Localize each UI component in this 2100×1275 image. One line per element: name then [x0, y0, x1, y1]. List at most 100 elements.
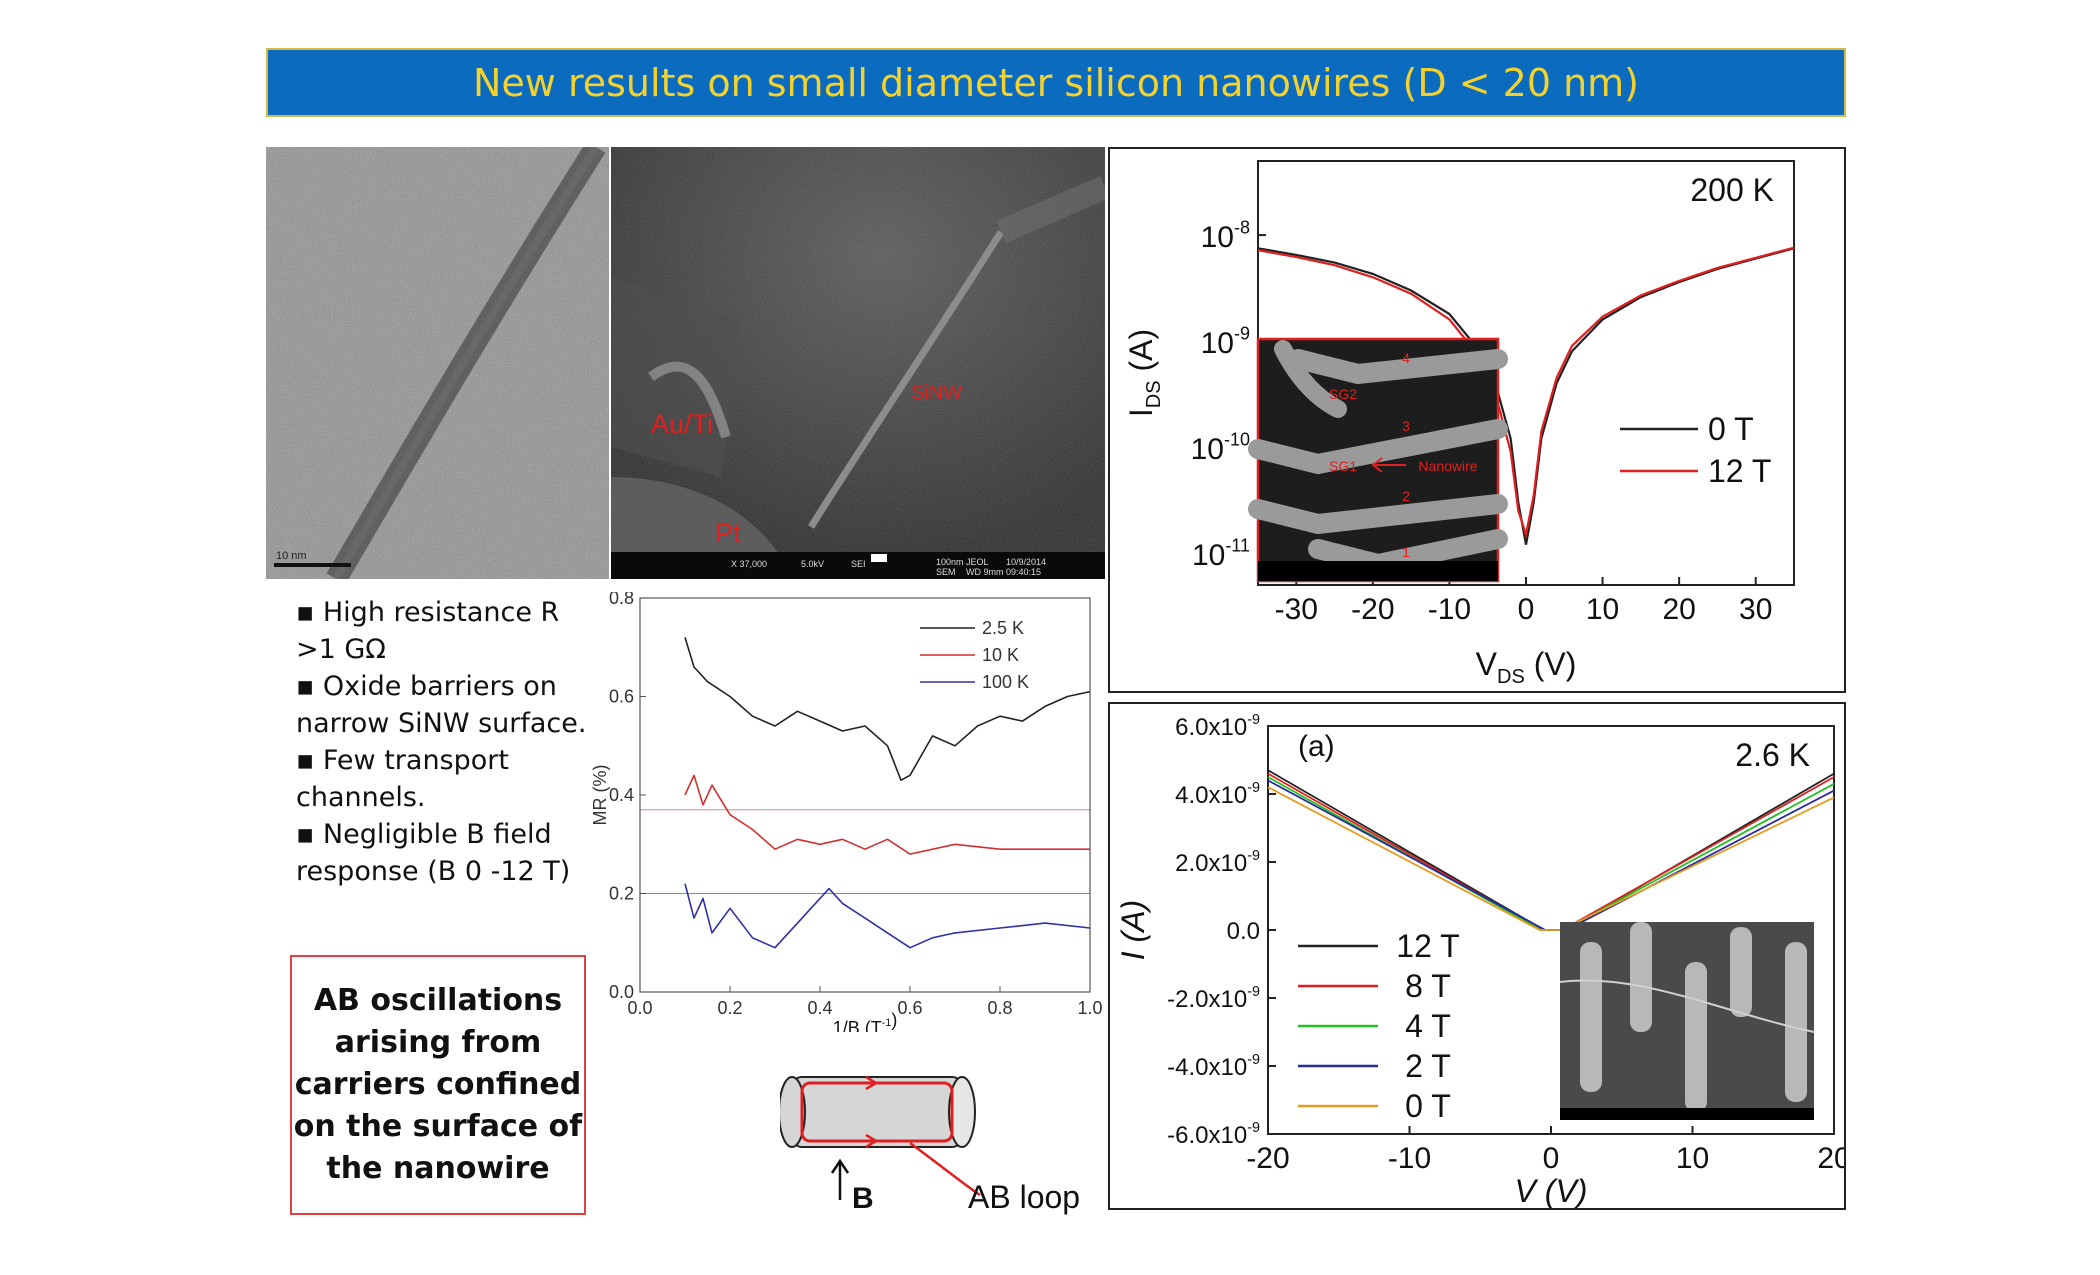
sem-info-field: 10/9/2014: [1006, 557, 1046, 567]
y-tick-label: 0.0: [1227, 918, 1260, 945]
sem-info-field: 100nm: [936, 557, 964, 567]
sem-image: X 37,000 5.0kV SEI 100nm JEOL 10/9/2014 SEM WD …: [611, 147, 1105, 579]
y-tick-label: 0.2: [609, 884, 634, 904]
ab-loop-svg: B AB loop: [778, 1075, 1080, 1215]
y-tick-label: 2.0x10-9: [1175, 848, 1260, 877]
x-tick-label: 10: [1676, 1142, 1709, 1175]
inset-label: SG1: [1329, 458, 1357, 474]
tem-image: 10 nm: [266, 147, 609, 579]
x-tick-label: 10: [1586, 593, 1619, 626]
slide-title: New results on small diameter silicon na…: [266, 48, 1846, 117]
series-line: [1267, 776, 1835, 931]
ab-loop-label: AB loop: [968, 1179, 1080, 1215]
electrode-shape: [1274, 340, 1347, 418]
series-line: [1267, 779, 1835, 931]
legend-label: 0 T: [1708, 411, 1754, 447]
y-tick-label: 10-11: [1192, 536, 1250, 573]
inset-label: SG2: [1329, 386, 1357, 402]
legend-label: 10 K: [982, 645, 1019, 665]
sem-info-field: SEM: [936, 567, 956, 577]
x-tick-label: 0.8: [987, 998, 1012, 1018]
ab-oscillation-box: AB oscillations arising from carriers co…: [290, 955, 586, 1215]
sinw-wire-shape: [808, 230, 1004, 529]
sem-info-field: X 37,000: [731, 559, 767, 569]
legend-label: 2.5 K: [982, 618, 1024, 638]
legend-label: 8 T: [1405, 968, 1451, 1004]
x-axis-label: VDS (V): [1476, 646, 1577, 688]
y-tick-label: 6.0x10-9: [1175, 712, 1260, 741]
y-tick-label: -2.0x10-9: [1167, 984, 1260, 1013]
legend-label: 12 T: [1708, 453, 1771, 489]
y-tick-label: 10-9: [1201, 324, 1250, 361]
panel-label: (a): [1298, 730, 1335, 763]
x-tick-label: 30: [1739, 593, 1772, 626]
legend-label: 12 T: [1396, 928, 1459, 964]
inset-label: 4: [1402, 350, 1410, 366]
series-line: [1257, 247, 1795, 545]
temperature-label: 2.6 K: [1735, 737, 1810, 773]
bullet-item: ▪ Few transport channels.: [296, 745, 509, 813]
sem-info-field: SEI: [851, 559, 866, 569]
y-axis-label: IDS (A): [1123, 329, 1165, 417]
sem-info-field: 09:40:15: [1006, 567, 1041, 577]
sem-info-field: WD 9mm: [966, 567, 1004, 577]
arrow-icon: [1371, 457, 1406, 473]
electrode-shape: [1785, 942, 1807, 1102]
y-tick-label: 4.0x10-9: [1175, 780, 1260, 809]
sem-info-field: JEOL: [966, 557, 989, 567]
sem-info-bar: [611, 552, 1105, 579]
x-tick-label: 0.4: [807, 998, 832, 1018]
x-tick-label: 20: [1662, 593, 1695, 626]
inset-info-bar: [1258, 561, 1498, 581]
ids-vds-chart-svg: -30 -20 -10 0 10 20 30 10-8 10-9 10-10 10-11 200 K V…: [1123, 160, 1795, 688]
y-tick-label: 0.8: [609, 592, 634, 608]
mr-chart: 0.0 0.2 0.4 0.6 0.8 1.0 0.0 0.2 0.4 0.6 0.8 2.5 K 10…: [590, 588, 1110, 1038]
legend-label: 100 K: [982, 672, 1029, 692]
series-line: [1267, 772, 1835, 931]
y-tick-label: -4.0x10-9: [1167, 1052, 1260, 1081]
iv-chart: -20 -10 0 10 20 6.0x10-9 4.0x10-9 2.0x10-9 0.0 -2…: [1108, 702, 1851, 1210]
electrode-shape: [1580, 942, 1602, 1092]
x-tick-label: 0: [1518, 593, 1535, 626]
electrode-shape: [1685, 962, 1707, 1112]
x-tick-label: 0.0: [627, 998, 652, 1018]
series-line: [684, 883, 1091, 949]
bullet-item: ▪ Negligible B field response (B 0 -12 T…: [296, 819, 571, 887]
scale-bar-label: 10 nm: [276, 550, 307, 562]
slide-title-text: New results on small diameter silicon na…: [473, 60, 1639, 105]
x-axis-label: 1/B (T-1): [833, 1010, 898, 1032]
temperature-label: 200 K: [1690, 172, 1774, 208]
x-tick-label: 20: [1817, 1142, 1844, 1175]
y-tick-label: 0.4: [609, 785, 634, 805]
y-tick-label: -6.0x10-9: [1167, 1120, 1260, 1149]
y-tick-label: 10-10: [1191, 430, 1250, 467]
electrode-shape: [1248, 494, 1508, 535]
nanowire-cylinder: [791, 1076, 963, 1148]
y-axis-label: I (A): [1115, 900, 1151, 960]
inset-info-bar: [1560, 1108, 1814, 1120]
legend-label: 0 T: [1405, 1088, 1451, 1124]
b-label: B: [852, 1182, 874, 1215]
ids-vds-chart: -30 -20 -10 0 10 20 30 10-8 10-9 10-10 10-11 200 K V…: [1108, 147, 1846, 693]
sinw-label: SiNW: [911, 382, 963, 404]
arrow-icon: [865, 1133, 877, 1149]
iv-chart-svg: -20 -10 0 10 20 6.0x10-9 4.0x10-9 2.0x10-9 0.0 -2…: [1115, 712, 1851, 1209]
bullet-list: ▪ High resistance R >1 GΩ ▪ Oxide barrie…: [296, 594, 596, 890]
x-tick-label: 0.6: [897, 998, 922, 1018]
series-line: [684, 774, 1090, 855]
sem-info-field: 5.0kV: [801, 559, 824, 569]
x-tick-label: 1.0: [1077, 998, 1102, 1018]
inset-label: 3: [1402, 418, 1410, 434]
y-tick-label: 10-8: [1201, 218, 1250, 255]
series-line: [1257, 246, 1795, 539]
sem-image-svg: X 37,000 5.0kV SEI 100nm JEOL 10/9/2014 SEM WD …: [611, 147, 1105, 579]
electrode-shape: [1248, 419, 1508, 475]
electrode-shape: [1288, 349, 1508, 385]
legend-label: 2 T: [1405, 1048, 1451, 1084]
series-line: [1267, 786, 1835, 931]
legend-label: 4 T: [1405, 1008, 1451, 1044]
sem-info-text: X 37,000 5.0kV SEI 100nm JEOL 10/9/2014 SEM WD …: [731, 557, 1046, 577]
x-tick-label: -30: [1275, 593, 1318, 626]
mr-chart-svg: 0.0 0.2 0.4 0.6 0.8 1.0 0.0 0.2 0.4 0.6 0.8 2.5 K 10…: [590, 588, 1103, 1038]
x-tick-label: -10: [1388, 1142, 1431, 1175]
